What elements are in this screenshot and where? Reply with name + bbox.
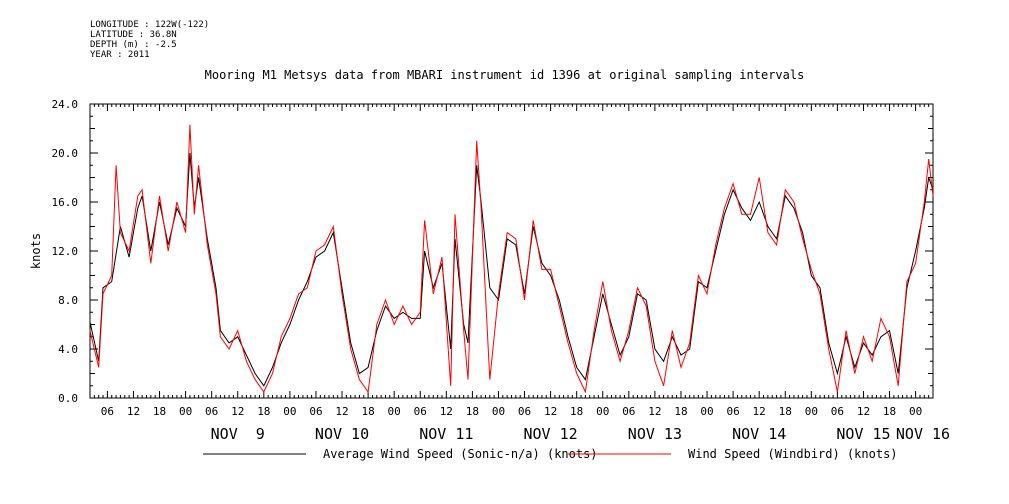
x-tick-label: 06 (726, 405, 739, 418)
metadata-header: LONGITUDE : 122W(-122) LATITUDE : 36.8N … (90, 20, 209, 60)
x-tick-label: 12 (231, 405, 244, 418)
y-tick-label: 4.0 (58, 343, 78, 356)
x-tick-label: 18 (779, 405, 792, 418)
y-tick-label: 20.0 (52, 147, 79, 160)
x-tick-label: 06 (622, 405, 635, 418)
x-day-label: NOV 14 (732, 425, 786, 443)
x-tick-label: 12 (648, 405, 661, 418)
x-tick-label: 06 (518, 405, 531, 418)
x-axis: 06 12 18 00 06 12 18 00 06 12 18 00 06 12 18 00 06 12 18 00… (89, 104, 950, 443)
x-tick-label: 06 (205, 405, 218, 418)
x-tick-label: 18 (570, 405, 583, 418)
x-tick-label: 00 (492, 405, 505, 418)
longitude-text: LONGITUDE : 122W(-122) (90, 20, 210, 30)
x-tick-label: 12 (753, 405, 766, 418)
x-tick-label: 12 (127, 405, 140, 418)
x-day-label: NOV 13 (628, 425, 682, 443)
y-axis: 0.0 4.0 8.0 12.0 16.0 20.0 24.0 (52, 98, 933, 405)
x-day-label: NOV 15 (836, 425, 890, 443)
y-tick-label: 8.0 (58, 294, 78, 307)
x-tick-label: 00 (179, 405, 192, 418)
x-tick-label: 18 (883, 405, 896, 418)
x-tick-label: 00 (388, 405, 401, 418)
x-tick-label: 06 (414, 405, 427, 418)
series-line-average-wind-speed (89, 152, 934, 387)
x-tick-label: 00 (700, 405, 713, 418)
x-tick-label: 18 (674, 405, 687, 418)
x-tick-label: 18 (257, 405, 270, 418)
chart-title: Mooring M1 Metsys data from MBARI instru… (204, 68, 805, 82)
series-layer (89, 124, 934, 394)
x-tick-label: 00 (909, 405, 922, 418)
x-day-label: NOV 16 (896, 425, 950, 443)
latitude-text: LATITUDE : 36.8N (90, 30, 177, 40)
x-tick-label: 06 (101, 405, 114, 418)
x-day-label: NOV 10 (315, 425, 369, 443)
y-tick-label: 24.0 (52, 98, 79, 111)
x-tick-label: 06 (831, 405, 844, 418)
x-tick-label: 12 (857, 405, 870, 418)
y-axis-label: knots (29, 233, 43, 269)
year-text: YEAR : 2011 (90, 50, 150, 60)
x-tick-label: 12 (440, 405, 453, 418)
legend-label-windbird: Wind Speed (Windbird) (knots) (688, 447, 898, 461)
x-tick-label: 12 (335, 405, 348, 418)
x-tick-label: 00 (805, 405, 818, 418)
x-day-label: NOV 11 (419, 425, 473, 443)
x-tick-label: 12 (544, 405, 557, 418)
y-tick-label: 0.0 (58, 392, 78, 405)
x-tick-label: 18 (466, 405, 479, 418)
x-tick-label: 00 (596, 405, 609, 418)
x-tick-label: 18 (153, 405, 166, 418)
legend-label-avg: Average Wind Speed (Sonic-n/a) (knots) (323, 447, 598, 461)
depth-text: DEPTH (m) : -2.5 (90, 40, 177, 50)
y-tick-label: 12.0 (52, 245, 79, 258)
x-day-label: NOV 9 (211, 425, 265, 443)
x-tick-label: 00 (283, 405, 296, 418)
series-line-windbird (89, 124, 934, 394)
x-tick-label: 06 (309, 405, 322, 418)
legend: Average Wind Speed (Sonic-n/a) (knots) W… (203, 447, 898, 461)
x-tick-label: 18 (361, 405, 374, 418)
y-tick-label: 16.0 (52, 196, 79, 209)
x-day-label: NOV 12 (524, 425, 578, 443)
